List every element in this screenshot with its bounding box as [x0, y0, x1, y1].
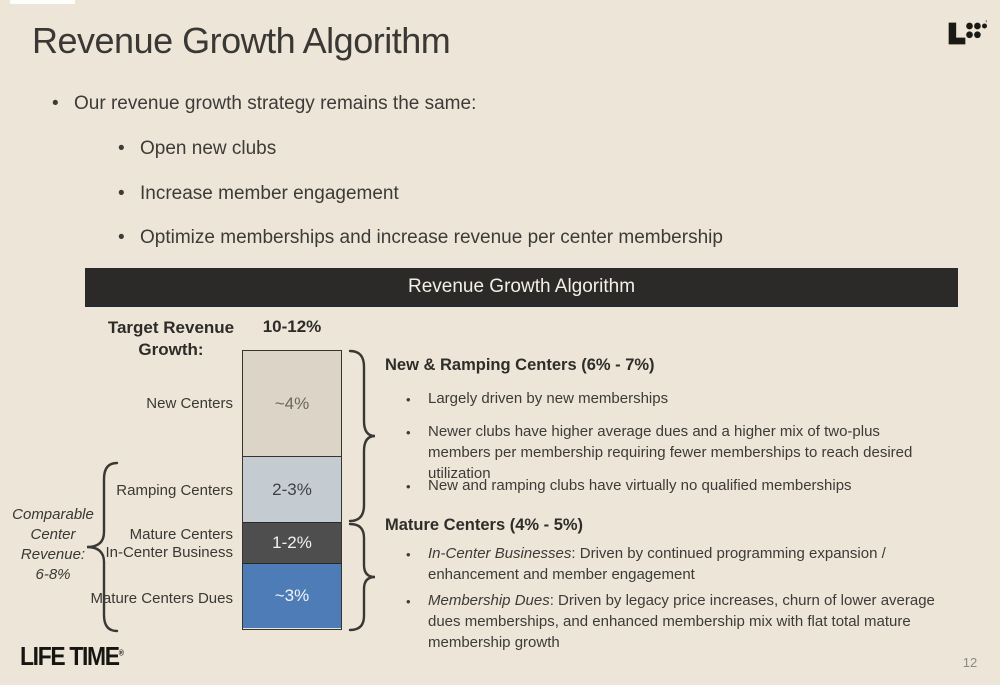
target-label-line1: Target Revenue — [107, 318, 235, 337]
bullet-dot-icon: • — [406, 594, 411, 609]
section2-heading: Mature Centers (4% - 5%) — [385, 516, 584, 534]
comparable-line3: Revenue: — [20, 546, 86, 563]
stacked-bar-chart: ~4% 2-3% 1-2% ~3% — [242, 350, 342, 630]
section2-bullet-1-lead: In-Center Businesses — [428, 545, 572, 562]
lifetime-wordmark: LIFE TIME® — [20, 641, 124, 672]
left-brace — [84, 461, 120, 633]
comparable-line2: Center — [30, 526, 76, 543]
page-number: 12 — [962, 655, 978, 670]
section2-bullet-1-rest: : Driven by continued programming expans… — [428, 545, 886, 583]
bar-label-mature-line1: Mature Centers — [129, 526, 233, 543]
bar-segment-ramping-centers: 2-3% — [243, 456, 341, 522]
section2-bullet-2-text: Membership Dues: Driven by legacy price … — [428, 590, 962, 653]
intro-bullet-main: • Our revenue growth strategy remains th… — [52, 93, 812, 115]
top-edge-sliver — [10, 0, 75, 4]
page-title: Revenue Growth Algorithm — [32, 20, 451, 61]
segment-value-label: 1-2% — [272, 533, 312, 552]
section2-bullet-2: • Membership Dues: Driven by legacy pric… — [406, 590, 962, 653]
bar-segment-new-centers: ~4% — [243, 351, 341, 456]
bar-label-ramping-centers: Ramping Centers — [116, 482, 233, 499]
target-revenue-growth-value: 10-12% — [262, 317, 322, 336]
bar-label-mature-dues: Mature Centers Dues — [90, 590, 233, 607]
section1-bullet-1: • Largely driven by new memberships — [406, 388, 946, 410]
section1-bullet-1-text: Largely driven by new memberships — [428, 390, 669, 407]
section1-bullet-2: • Newer clubs have higher average dues a… — [406, 421, 946, 484]
section2-bullet-2-rest: : Driven by legacy price increases, chur… — [428, 592, 935, 651]
bullet-dot-icon: • — [118, 138, 125, 159]
section2-bullet-2-lead: Membership Dues — [428, 592, 550, 609]
bar-segment-mature-in-center: 1-2% — [243, 522, 341, 563]
svg-text:®: ® — [985, 20, 987, 24]
comparable-center-revenue-note: Comparable Center Revenue: 6-8% — [5, 505, 101, 585]
segment-value-label: 2-3% — [272, 479, 312, 499]
bar-label-mature-line2: In-Center Business — [105, 544, 233, 561]
intro-bullet-sub-3: • Optimize memberships and increase reve… — [118, 227, 878, 249]
section2-bullet-1-text: In-Center Businesses: Driven by continue… — [428, 543, 962, 585]
target-label-line2: Growth: — [138, 340, 204, 359]
section1-heading: New & Ramping Centers (6% - 7%) — [385, 356, 655, 374]
target-revenue-growth-label: Target Revenue Growth: — [96, 317, 246, 361]
section-banner: Revenue Growth Algorithm — [85, 268, 958, 307]
bullet-dot-icon: • — [406, 479, 411, 494]
bullet-dot-icon: • — [52, 93, 59, 114]
segment-value-label: ~3% — [274, 586, 310, 605]
intro-bullet-main-text: Our revenue growth strategy remains the … — [74, 93, 477, 114]
bullet-dot-icon: • — [406, 425, 411, 440]
bullet-dot-icon: • — [118, 183, 125, 204]
intro-bullet-sub-2-text: Increase member engagement — [140, 183, 399, 204]
intro-bullet-sub-2: • Increase member engagement — [118, 183, 878, 205]
segment-value-label: ~4% — [274, 393, 310, 413]
comparable-line1: Comparable — [12, 506, 94, 523]
bullet-dot-icon: • — [406, 547, 411, 562]
right-brace-new-ramping — [348, 349, 378, 523]
bar-label-new-centers: New Centers — [146, 395, 233, 412]
comparable-line4: 6-8% — [35, 566, 71, 583]
bar-segment-mature-dues: ~3% — [243, 563, 341, 628]
intro-bullet-sub-1-text: Open new clubs — [140, 138, 277, 159]
bullet-dot-icon: • — [118, 227, 125, 248]
lifetime-monogram-icon: ® — [947, 20, 988, 52]
section1-bullet-2-text: Newer clubs have higher average dues and… — [428, 423, 913, 482]
bar-label-mature-in-center: Mature Centers In-Center Business — [38, 526, 233, 562]
section2-bullet-1: • In-Center Businesses: Driven by contin… — [406, 543, 962, 585]
lifetime-wordmark-text: LIFE TIME — [20, 641, 120, 671]
bullet-dot-icon: • — [406, 392, 411, 407]
section1-bullet-3: • New and ramping clubs have virtually n… — [406, 475, 946, 497]
intro-bullet-sub-1: • Open new clubs — [118, 138, 878, 160]
intro-bullet-sub-3-text: Optimize memberships and increase revenu… — [140, 227, 723, 248]
section-banner-title: Revenue Growth Algorithm — [407, 275, 636, 297]
right-brace-mature — [348, 522, 378, 632]
section1-bullet-3-text: New and ramping clubs have virtually no … — [428, 477, 852, 494]
registered-mark: ® — [118, 648, 124, 658]
